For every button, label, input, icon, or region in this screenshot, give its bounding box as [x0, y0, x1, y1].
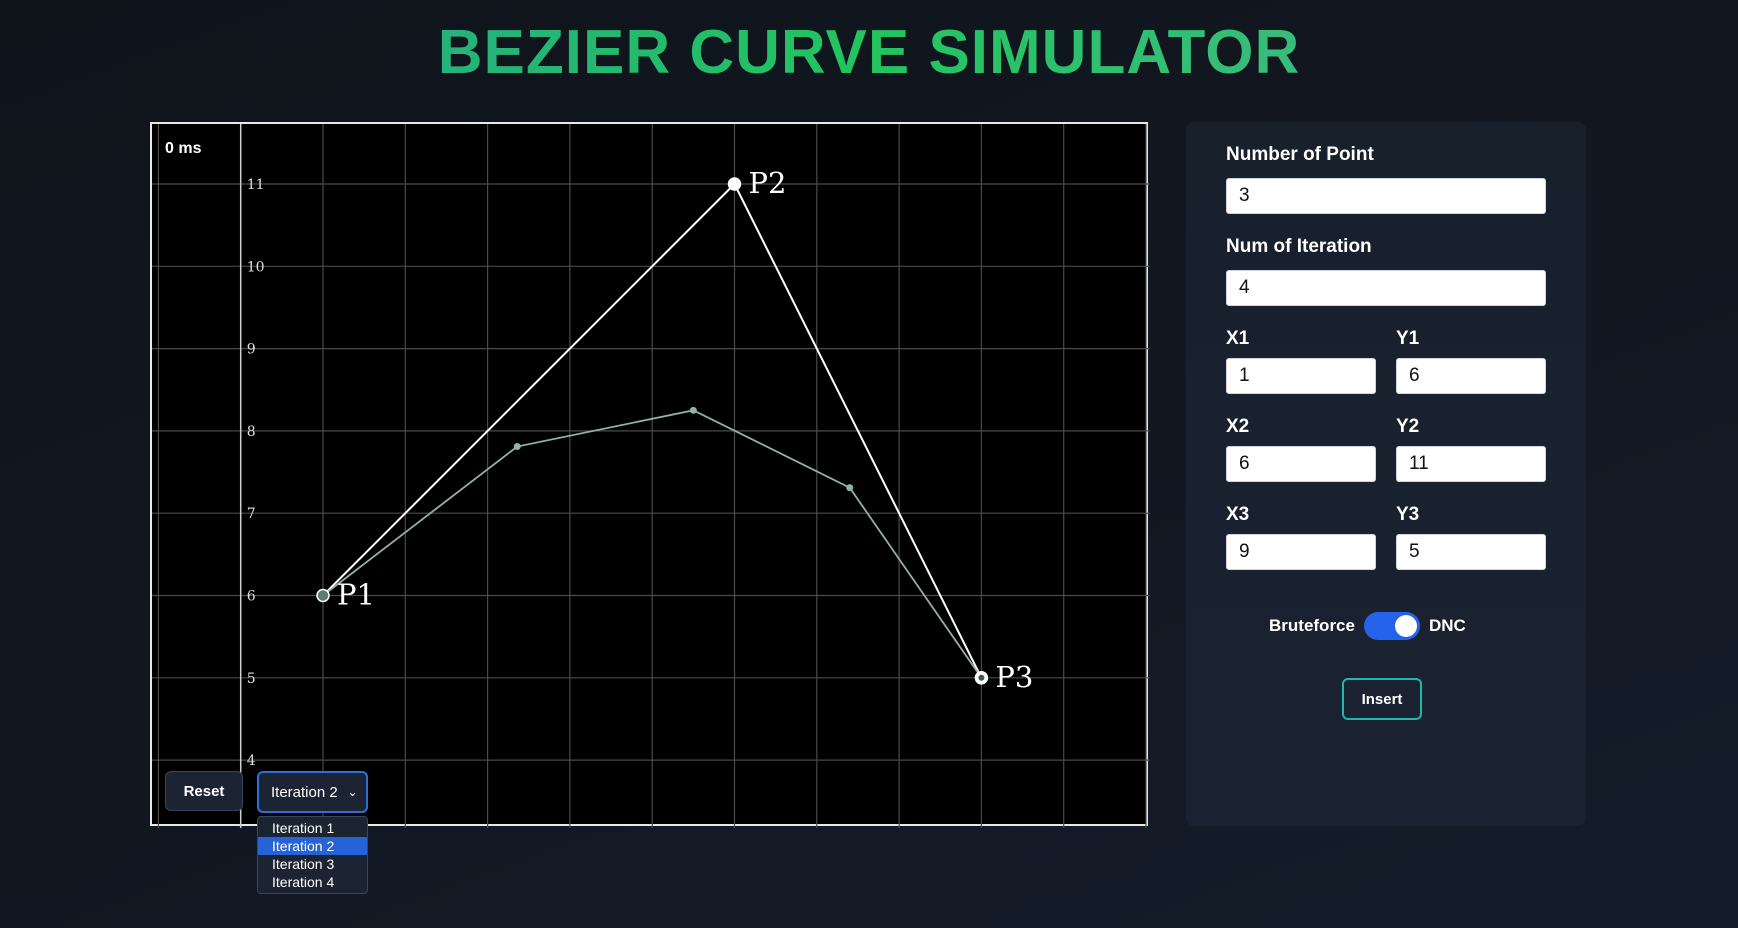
num-iteration-label: Num of Iteration: [1226, 236, 1372, 257]
chevron-down-icon: ⌄: [347, 784, 358, 799]
control-point-label: P3: [995, 660, 1033, 694]
reset-button[interactable]: Reset: [165, 771, 243, 811]
toggle-label-bruteforce: Bruteforce: [1269, 616, 1355, 635]
iteration-selected-value: Iteration 2: [271, 783, 338, 801]
page-title: BEZIER CURVE SIMULATOR: [0, 16, 1738, 90]
y-tick-label: 6: [247, 589, 256, 605]
insert-button[interactable]: Insert: [1342, 678, 1422, 720]
control-panel: Number of Point 3 Num of Iteration 4 X1 …: [1186, 122, 1586, 826]
iteration-dropdown-list: Iteration 1 Iteration 2 Iteration 3 Iter…: [257, 816, 368, 894]
x1-input[interactable]: 1: [1226, 358, 1376, 394]
y2-input[interactable]: 11: [1396, 446, 1546, 482]
plot-svg: 11 10 9 8 7 6 5 4 P1 P2 P3: [152, 124, 1150, 828]
toggle-label-dnc: DNC: [1428, 616, 1466, 635]
control-point: [727, 177, 742, 191]
y-tick-label: 7: [247, 506, 256, 522]
control-point-label: P2: [749, 166, 787, 200]
x3-label: X3: [1226, 504, 1250, 525]
x3-input[interactable]: 9: [1226, 534, 1376, 570]
curve-point: [689, 406, 697, 414]
elapsed-time: 0 ms: [165, 140, 202, 157]
curve-canvas[interactable]: 11 10 9 8 7 6 5 4 P1 P2 P3 0 ms Reset Iteration 2 …: [150, 122, 1150, 894]
curve-point: [846, 484, 854, 492]
algorithm-toggle-row: Bruteforce DNC: [1269, 612, 1466, 640]
control-point: [316, 588, 330, 603]
y3-label: Y3: [1396, 504, 1420, 525]
y3-input[interactable]: 5: [1396, 534, 1546, 570]
curve-point: [513, 443, 521, 451]
toggle-knob: [1394, 615, 1417, 637]
y2-label: Y2: [1396, 416, 1420, 437]
iteration-option[interactable]: Iteration 1: [272, 820, 335, 836]
iteration-option[interactable]: Iteration 2: [258, 837, 367, 855]
num-iteration-input[interactable]: 4: [1226, 270, 1546, 306]
num-points-input[interactable]: 3: [1226, 178, 1546, 214]
y-tick-label: 10: [247, 259, 265, 275]
control-point-inner: [978, 674, 985, 681]
y-tick-label: 5: [247, 671, 256, 687]
y-tick-label: 4: [247, 753, 256, 769]
iteration-option[interactable]: Iteration 3: [272, 856, 335, 872]
y-tick-label: 8: [247, 424, 256, 440]
y-tick-label: 11: [247, 177, 265, 193]
iteration-option[interactable]: Iteration 4: [272, 874, 335, 890]
iteration-select[interactable]: Iteration 2 ⌄: [257, 771, 368, 813]
x2-label: X2: [1226, 416, 1250, 437]
y-tick-label: 9: [247, 342, 256, 358]
x2-input[interactable]: 6: [1226, 446, 1376, 482]
control-point-label: P1: [337, 578, 375, 612]
y1-label: Y1: [1396, 328, 1420, 349]
num-points-label: Number of Point: [1226, 144, 1374, 165]
y1-input[interactable]: 6: [1396, 358, 1546, 394]
algorithm-toggle[interactable]: [1363, 612, 1420, 640]
x1-label: X1: [1226, 328, 1250, 349]
